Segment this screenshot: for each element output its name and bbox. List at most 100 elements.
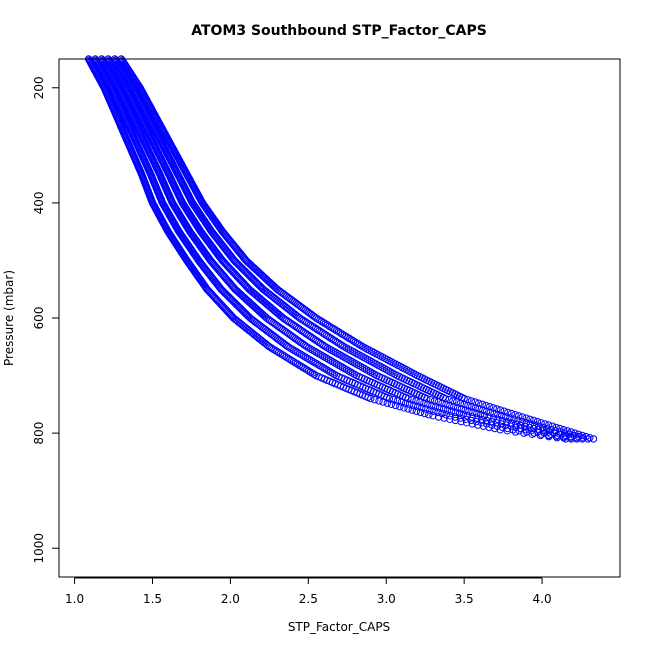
y-tick-label: 200 bbox=[32, 76, 46, 99]
data-point bbox=[296, 350, 304, 358]
y-tick-label: 1000 bbox=[32, 533, 46, 564]
data-point bbox=[567, 435, 575, 443]
data-point bbox=[460, 394, 468, 403]
data-point bbox=[297, 362, 305, 370]
data-point bbox=[511, 428, 520, 436]
data-point bbox=[469, 408, 477, 417]
data-point bbox=[297, 315, 306, 323]
data-point bbox=[490, 409, 498, 418]
data-point bbox=[329, 324, 337, 333]
data-point bbox=[319, 363, 327, 372]
data-point bbox=[312, 314, 320, 322]
data-point bbox=[320, 341, 328, 350]
data-point bbox=[379, 398, 387, 406]
data-point bbox=[333, 338, 341, 346]
data-point bbox=[552, 432, 560, 441]
data-point bbox=[333, 327, 341, 335]
data-point bbox=[457, 417, 465, 426]
data-point bbox=[297, 351, 306, 359]
data-point bbox=[321, 364, 329, 373]
data-point bbox=[295, 314, 304, 322]
data-point bbox=[467, 397, 476, 405]
data-point bbox=[360, 364, 369, 373]
data-point bbox=[371, 396, 379, 404]
data-point bbox=[315, 327, 323, 335]
data-point bbox=[351, 338, 360, 346]
data-point bbox=[292, 347, 300, 356]
data-point bbox=[467, 416, 475, 425]
data-point bbox=[468, 420, 476, 428]
data-point bbox=[574, 432, 583, 441]
data-point bbox=[330, 370, 339, 379]
data-point bbox=[561, 435, 570, 443]
data-point bbox=[334, 328, 343, 336]
data-point bbox=[323, 321, 331, 329]
data-point bbox=[335, 339, 343, 347]
data-point bbox=[446, 415, 454, 423]
data-point bbox=[290, 346, 298, 354]
data-point bbox=[294, 348, 302, 357]
x-tick-label: 3.5 bbox=[455, 592, 474, 606]
data-point bbox=[286, 344, 294, 352]
data-point bbox=[400, 404, 408, 412]
y-tick-label: 800 bbox=[32, 422, 46, 445]
y-axis-label: Pressure (mbar) bbox=[2, 270, 16, 366]
data-point bbox=[425, 411, 433, 419]
data-point bbox=[311, 347, 319, 356]
data-point bbox=[299, 363, 307, 372]
data-point bbox=[305, 344, 313, 352]
data-point bbox=[479, 422, 488, 430]
data-point bbox=[396, 402, 404, 411]
data-point bbox=[462, 415, 470, 423]
data-point bbox=[304, 320, 313, 328]
data-point bbox=[512, 420, 520, 428]
x-tick-label: 2.5 bbox=[299, 592, 318, 606]
data-point bbox=[342, 332, 350, 341]
data-point bbox=[545, 428, 553, 436]
data-point bbox=[355, 340, 363, 349]
data-point bbox=[315, 361, 323, 369]
data-point bbox=[434, 408, 442, 417]
y-tick-label: 400 bbox=[32, 191, 46, 214]
data-point bbox=[295, 361, 303, 369]
data-point bbox=[429, 412, 437, 420]
data-point bbox=[321, 353, 329, 361]
data-point bbox=[498, 423, 507, 432]
data-point bbox=[486, 408, 494, 417]
data-point bbox=[304, 367, 313, 375]
data-point bbox=[284, 343, 292, 351]
data-point bbox=[350, 370, 359, 379]
data-point bbox=[589, 435, 598, 443]
data-point bbox=[346, 335, 354, 343]
data-point bbox=[348, 336, 356, 344]
data-point bbox=[578, 435, 586, 443]
data-point bbox=[267, 344, 275, 352]
data-point bbox=[340, 331, 348, 339]
data-point bbox=[515, 427, 523, 435]
data-point bbox=[317, 362, 325, 370]
data-point bbox=[310, 370, 318, 379]
data-point bbox=[471, 398, 479, 406]
data-point bbox=[516, 421, 524, 429]
data-point bbox=[464, 396, 472, 404]
x-tick-label: 4.0 bbox=[533, 592, 552, 606]
data-point bbox=[353, 339, 361, 347]
data-point bbox=[301, 353, 310, 361]
data-point bbox=[491, 424, 499, 433]
data-point bbox=[418, 404, 426, 412]
data-point bbox=[463, 412, 471, 420]
data-point bbox=[338, 330, 346, 338]
data-point bbox=[391, 401, 400, 410]
data-point bbox=[318, 317, 326, 326]
data-point bbox=[414, 402, 422, 411]
data-point bbox=[412, 407, 421, 415]
data-point bbox=[451, 416, 460, 425]
y-axis: 200 400 600 800 1000 bbox=[32, 76, 60, 564]
data-point bbox=[421, 409, 429, 418]
data-point bbox=[434, 413, 443, 421]
x-axis-label: STP_Factor_CAPS bbox=[288, 620, 390, 634]
data-point bbox=[586, 434, 594, 442]
data-point bbox=[338, 341, 347, 350]
data-point bbox=[451, 408, 460, 417]
data-point bbox=[313, 348, 321, 357]
